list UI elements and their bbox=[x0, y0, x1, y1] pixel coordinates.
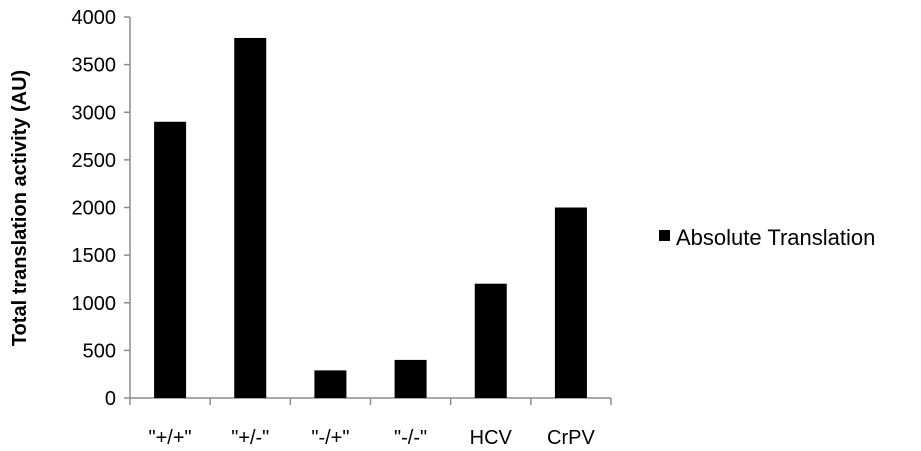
x-category-label: "+/-" bbox=[231, 427, 269, 449]
x-category-label: "+/+" bbox=[149, 427, 192, 449]
bar bbox=[394, 359, 427, 398]
bar bbox=[154, 121, 187, 399]
y-tick-label: 500 bbox=[83, 340, 116, 362]
legend-label: Absolute Translation bbox=[676, 225, 875, 250]
y-tick-label: 3000 bbox=[72, 102, 117, 124]
legend: Absolute Translation bbox=[659, 225, 875, 250]
y-tick-label: 1500 bbox=[72, 245, 117, 267]
bar bbox=[314, 370, 347, 398]
x-axis: "+/+" "+/-" "-/+" "-/-" HCV CrPV bbox=[129, 397, 612, 449]
y-tick-label: 2500 bbox=[72, 150, 117, 172]
x-category-label: HCV bbox=[470, 427, 513, 449]
y-tick-label: 1000 bbox=[72, 293, 117, 315]
y-axis: 0 500 1000 1500 2000 2500 3000 3500 4000 bbox=[72, 7, 131, 410]
bar bbox=[554, 207, 587, 398]
x-category-label: CrPV bbox=[547, 427, 595, 449]
y-tick-label: 3500 bbox=[72, 55, 117, 77]
y-tick-label: 2000 bbox=[72, 198, 117, 220]
x-category-label: "-/-" bbox=[394, 427, 427, 449]
bar bbox=[234, 37, 267, 398]
x-category-label: "-/+" bbox=[311, 427, 349, 449]
legend-swatch bbox=[659, 230, 670, 241]
y-tick-label: 4000 bbox=[72, 7, 117, 29]
y-tick-label: 0 bbox=[105, 388, 116, 410]
bar bbox=[474, 283, 507, 398]
bars bbox=[154, 37, 587, 399]
y-axis-title: Total translation activity (AU) bbox=[9, 70, 31, 346]
